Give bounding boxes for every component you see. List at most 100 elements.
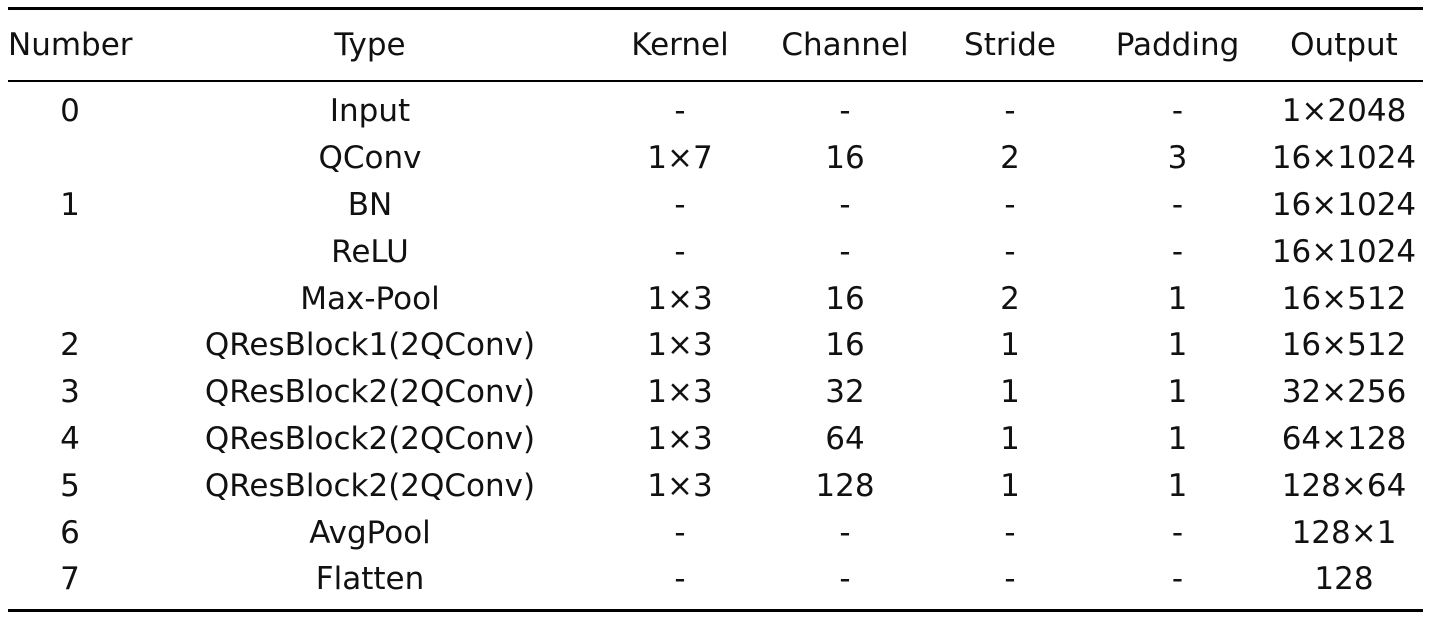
cell-number: 6 [8,509,140,556]
cell-type: Max-Pool [300,280,440,317]
cell-kernel: 1×3 [647,467,713,504]
cell-padding: 1 [1167,467,1188,504]
cell-padding: 1 [1167,327,1188,364]
header-stride: Stride [964,27,1056,63]
cell-number-value: 6 [60,514,80,551]
cell-type: Flatten [315,561,425,598]
cell-type: QResBlock1(2QConv) [204,327,536,364]
cell-output: 1×2048 [1281,93,1407,130]
cell-type: Input [329,93,411,130]
cell-kernel: 1×3 [647,327,713,364]
cell-output: 16×512 [1281,280,1407,317]
header-padding: Padding [1115,27,1240,63]
cell-stride: 2 [1000,140,1020,177]
table-row: 7 Flatten - - - - 128 [8,556,1423,611]
cell-type: QResBlock2(2QConv) [204,467,536,504]
cell-channel: - [839,514,851,551]
cell-number-value: 1 [60,186,80,223]
table-row: 0 Input - - - - 1×2048 [8,81,1423,135]
cell-stride: 1 [1000,420,1020,457]
cell-type: QResBlock2(2QConv) [204,420,536,457]
table-row: QConv 1×7 16 2 3 16×1024 [8,135,1423,182]
cell-padding: 1 [1167,280,1188,317]
cell-output: 128 [1314,561,1374,598]
cell-stride: - [1004,233,1016,270]
header-channel: Channel [781,27,909,63]
table-header: Number Type Kernel Channel Stride Paddin… [8,8,1423,82]
cell-channel: 16 [825,280,865,317]
cell-padding: 3 [1167,140,1188,177]
header-number-label: Number [8,27,133,63]
cell-padding: - [1171,561,1184,598]
cell-type: QConv [318,140,422,177]
cell-number-value: 5 [60,467,80,504]
cell-kernel: - [674,561,686,598]
cell-number: 4 [8,416,140,463]
cell-number: 7 [8,556,140,610]
cell-stride: 2 [1000,280,1020,317]
cell-number [8,275,140,322]
table-row: 5 QResBlock2(2QConv) 1×3 128 1 1 128×64 [8,462,1423,509]
table-row: 1 BN - - - - 16×1024 [8,182,1423,229]
cell-stride: - [1004,93,1016,130]
cell-padding: - [1171,233,1184,270]
cell-stride: - [1004,186,1016,223]
cell-type: QResBlock2(2QConv) [204,374,536,411]
cell-number [8,228,140,275]
cell-number-value: 7 [60,561,80,598]
header-row: Number Type Kernel Channel Stride Paddin… [8,8,1423,82]
cell-number: 0 [8,81,140,135]
cell-kernel: 1×3 [647,420,713,457]
header-type: Type [334,27,406,63]
cell-channel: 16 [825,140,865,177]
header-output: Output [1290,27,1398,63]
cell-kernel: - [674,233,686,270]
network-architecture-table: Number Type Kernel Channel Stride Paddin… [8,7,1423,612]
table-row: 6 AvgPool - - - - 128×1 [8,509,1423,556]
cell-stride: 1 [1000,374,1020,411]
cell-channel: - [839,233,851,270]
cell-channel: 16 [825,327,865,364]
cell-channel: 32 [825,374,865,411]
cell-output: 16×1024 [1271,140,1417,177]
cell-channel: 128 [815,467,875,504]
table-row: 4 QResBlock2(2QConv) 1×3 64 1 1 64×128 [8,416,1423,463]
cell-stride: - [1004,561,1016,598]
cell-number: 1 [8,182,140,229]
cell-kernel: 1×3 [647,280,713,317]
cell-output: 16×1024 [1271,186,1417,223]
cell-channel: - [839,93,851,130]
cell-output: 128×1 [1291,514,1397,551]
cell-number: 2 [8,322,140,369]
cell-channel: - [839,561,851,598]
cell-output: 128×64 [1281,467,1407,504]
cell-kernel: 1×7 [647,140,713,177]
cell-output: 16×1024 [1271,233,1417,270]
table-body: 0 Input - - - -1×2048 QConv 1×7 16 2 3 16×1024 1 BN - -… [8,81,1423,611]
header-kernel: Kernel [631,27,729,63]
cell-stride: 1 [1000,467,1020,504]
cell-number: 5 [8,462,140,509]
cell-padding: 1 [1167,374,1188,411]
table-row: Max-Pool 1×3 16 2 1 16×512 [8,275,1423,322]
cell-channel: 64 [825,420,865,457]
table-row: ReLU - - - - 16×1024 [8,228,1423,275]
cell-number: 3 [8,369,140,416]
cell-type: AvgPool [309,514,431,551]
cell-channel: - [839,186,851,223]
cell-number-value: 2 [60,327,80,364]
cell-padding: - [1171,514,1184,551]
table-row: 3 QResBlock2(2QConv) 1×3 32 1 1 32×256 [8,369,1423,416]
cell-output: 64×128 [1281,420,1407,457]
cell-type: ReLU [331,233,409,270]
cell-output: 16×512 [1281,327,1407,364]
header-number: Number [8,9,140,82]
cell-padding: - [1171,186,1184,223]
cell-stride: 1 [1000,327,1020,364]
cell-kernel: - [674,514,686,551]
cell-number-value: 3 [60,374,80,411]
cell-number-value: 4 [60,420,80,457]
network-architecture-table-container: Number Type Kernel Channel Stride Paddin… [8,7,1423,612]
cell-padding: - [1171,93,1184,130]
cell-kernel: - [674,186,686,223]
